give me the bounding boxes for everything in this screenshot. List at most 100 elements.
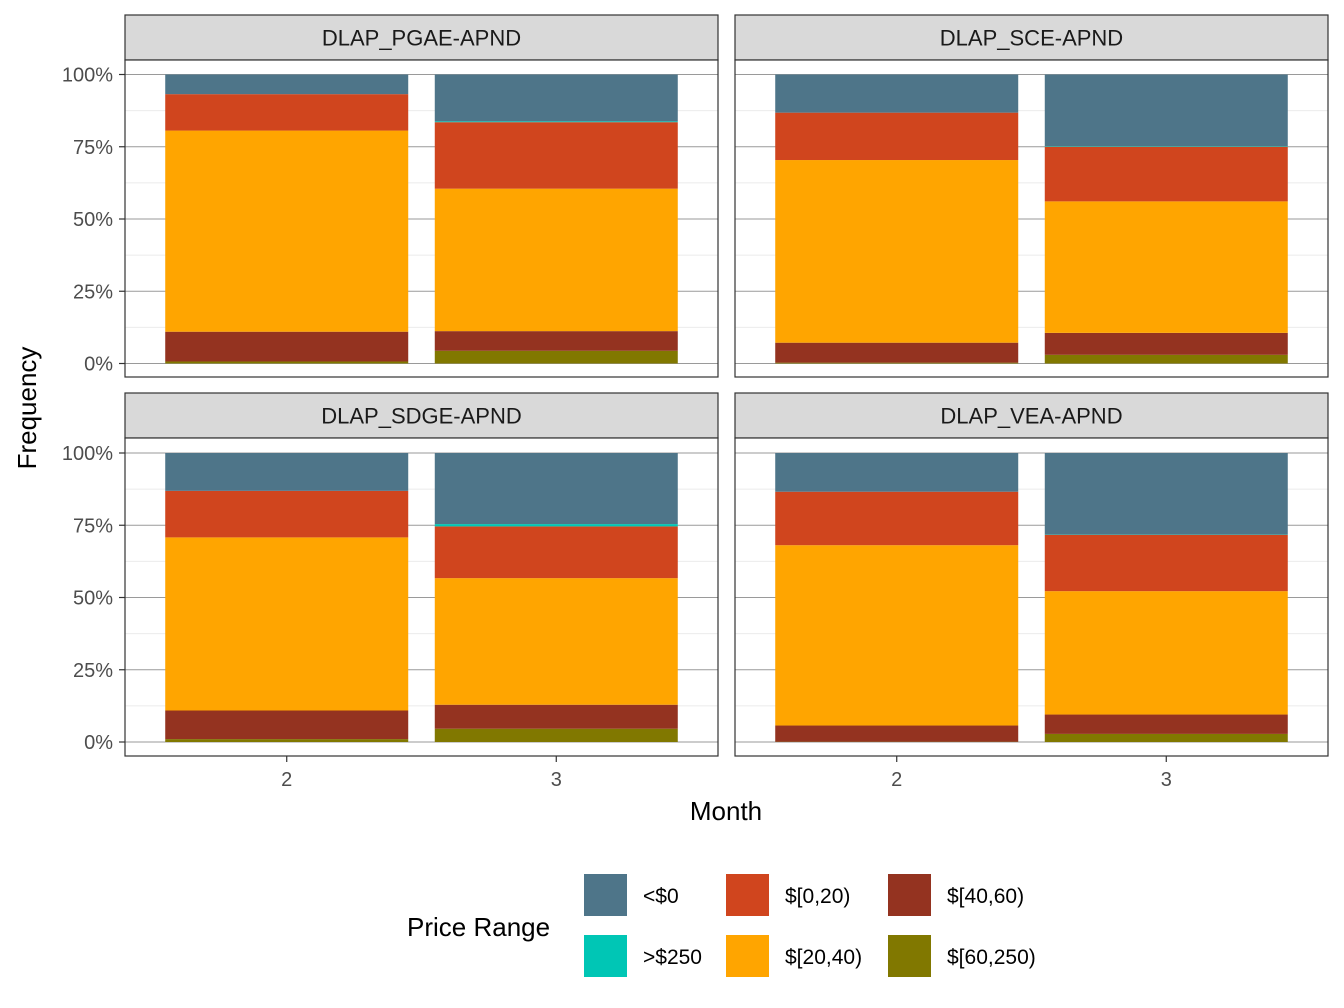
- facet-strip-label: DLAP_PGAE-APND: [322, 26, 521, 51]
- bar-segment-20-40: [165, 537, 409, 711]
- bar-segment-lt-0: [434, 453, 678, 525]
- bar-segment-0-20: [165, 94, 409, 131]
- bar-segment-40-60: [165, 331, 409, 362]
- facet-strip: [734, 14, 1329, 61]
- y-axis-title: Frequency: [12, 347, 42, 470]
- legend-swatch: [726, 874, 769, 916]
- legend-item: <$0: [584, 874, 679, 916]
- panel-border: [734, 437, 1329, 757]
- bar-segment-40-60: [775, 342, 1019, 363]
- panel-dlap-pgae-apnd: DLAP_PGAE-APND 0% 25% 50% 75% 100%: [62, 14, 719, 378]
- bar-segment-lt-0: [165, 453, 409, 491]
- bar-month-2: [775, 453, 1019, 742]
- legend-label: $[60,250): [947, 946, 1036, 969]
- facet-strip-label: DLAP_VEA-APND: [940, 404, 1122, 429]
- legend-swatch: [584, 935, 627, 977]
- bar-segment-40-60: [1044, 714, 1288, 734]
- bar-segment-lt-0: [165, 74, 409, 95]
- legend-label: $[0,20): [785, 885, 850, 908]
- facet-strip: [124, 392, 719, 439]
- facet-strip-label: DLAP_SDGE-APND: [321, 404, 522, 429]
- bar-segment-20-40: [434, 188, 678, 332]
- legend-swatch: [888, 935, 931, 977]
- bar-segment-lt-0: [1044, 74, 1288, 147]
- legend-item: >$250: [584, 935, 702, 977]
- legend-swatch: [726, 935, 769, 977]
- bar-segment-0-20: [434, 526, 678, 579]
- legend-item: $[0,20): [726, 874, 850, 916]
- y-tick-label: 0%: [84, 354, 113, 376]
- bar-month-3: [434, 74, 678, 364]
- bar-month-2: [165, 453, 409, 742]
- bar-segment-20-40: [775, 160, 1019, 343]
- legend: Price Range <$0 >$250 $[0,20) $[20,40) $[40,…: [407, 874, 1036, 977]
- bar-segment-gt-250: [1044, 146, 1288, 147]
- bar-month-3: [1044, 453, 1288, 742]
- x-tick-label: 3: [551, 769, 562, 791]
- legend-swatch: [584, 874, 627, 916]
- bar-segment-0-20: [775, 491, 1019, 546]
- bar-segment-60-250: [775, 362, 1019, 364]
- legend-item: $[60,250): [888, 935, 1036, 977]
- bar-segment-0-20: [775, 112, 1019, 161]
- bar-segment-60-250: [1044, 733, 1288, 742]
- legend-label: >$250: [643, 946, 702, 969]
- panel-dlap-sdge-apnd: DLAP_SDGE-APND 0% 25% 50% 75% 100%: [62, 392, 719, 757]
- x-axis-title: Month: [690, 796, 762, 826]
- legend-label: <$0: [643, 885, 679, 908]
- bar-segment-60-250: [165, 361, 409, 364]
- legend-item: $[40,60): [888, 874, 1024, 916]
- y-tick-label: 25%: [73, 660, 113, 682]
- bar-segment-gt-250: [434, 121, 678, 123]
- y-tick-label: 100%: [62, 65, 113, 87]
- x-tick-label: 2: [891, 769, 902, 791]
- bar-segment-lt-0: [775, 453, 1019, 492]
- legend-label: $[40,60): [947, 885, 1024, 908]
- legend-swatch: [888, 874, 931, 916]
- bar-segment-40-60: [434, 331, 678, 351]
- bar-segment-lt-0: [1044, 453, 1288, 535]
- bar-segment-0-20: [434, 122, 678, 189]
- bar-month-2: [165, 74, 409, 364]
- bar-month-3: [1044, 74, 1288, 364]
- bar-segment-60-250: [434, 350, 678, 364]
- facet-strip: [124, 14, 719, 61]
- bar-segment-20-40: [1044, 201, 1288, 333]
- y-tick-label: 50%: [73, 209, 113, 231]
- bar-segment-40-60: [434, 704, 678, 729]
- facet-strip: [734, 392, 1329, 439]
- legend-title: Price Range: [407, 912, 550, 942]
- bar-segment-gt-250: [434, 524, 678, 527]
- legend-item: $[20,40): [726, 935, 862, 977]
- panel-border: [734, 59, 1329, 378]
- bar-segment-60-250: [1044, 354, 1288, 364]
- legend-label: $[20,40): [785, 946, 862, 969]
- bar-month-2: [775, 74, 1019, 364]
- x-tick-label: 2: [281, 769, 292, 791]
- bar-segment-40-60: [165, 710, 409, 740]
- bar-segment-20-40: [1044, 591, 1288, 715]
- panel-dlap-sce-apnd: DLAP_SCE-APND: [734, 14, 1329, 378]
- bar-segment-0-20: [1044, 146, 1288, 202]
- y-tick-label: 25%: [73, 281, 113, 303]
- bar-segment-60-250: [434, 728, 678, 742]
- bar-segment-0-20: [165, 490, 409, 538]
- y-tick-label: 0%: [84, 732, 113, 754]
- bar-segment-20-40: [165, 130, 409, 332]
- bar-month-3: [434, 453, 678, 742]
- panel-dlap-vea-apnd: DLAP_VEA-APND: [734, 392, 1329, 757]
- bar-segment-40-60: [1044, 332, 1288, 355]
- bar-segment-20-40: [434, 578, 678, 705]
- y-tick-label: 50%: [73, 588, 113, 610]
- bar-segment-20-40: [775, 545, 1019, 726]
- bar-segment-40-60: [775, 725, 1019, 742]
- x-tick-label: 3: [1161, 769, 1172, 791]
- bar-segment-lt-0: [434, 74, 678, 122]
- bar-segment-lt-0: [775, 74, 1019, 113]
- bar-segment-0-20: [1044, 534, 1288, 592]
- y-tick-label: 100%: [62, 443, 113, 465]
- facet-strip-label: DLAP_SCE-APND: [940, 26, 1123, 51]
- y-tick-label: 75%: [73, 137, 113, 159]
- bar-segment-60-250: [165, 739, 409, 742]
